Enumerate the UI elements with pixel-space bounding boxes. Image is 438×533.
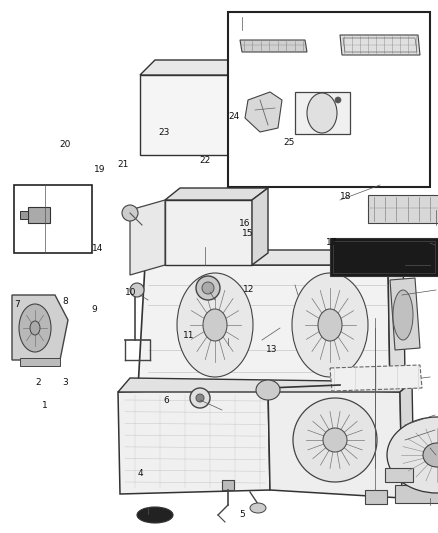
Bar bbox=[365, 490, 387, 504]
Bar bbox=[295, 92, 350, 134]
Bar bbox=[222, 480, 234, 490]
Polygon shape bbox=[165, 200, 252, 265]
Ellipse shape bbox=[318, 309, 342, 341]
Polygon shape bbox=[138, 265, 390, 388]
Bar bbox=[330, 238, 438, 276]
Text: 12: 12 bbox=[243, 285, 254, 294]
Bar bbox=[20, 358, 60, 366]
Text: 15: 15 bbox=[242, 229, 253, 238]
Text: 5: 5 bbox=[239, 510, 245, 519]
Ellipse shape bbox=[323, 428, 347, 452]
Text: 13: 13 bbox=[266, 345, 277, 353]
Ellipse shape bbox=[387, 417, 438, 493]
Polygon shape bbox=[330, 365, 422, 391]
Ellipse shape bbox=[196, 394, 204, 402]
Bar bbox=[395, 485, 438, 503]
Ellipse shape bbox=[292, 273, 368, 377]
Polygon shape bbox=[240, 40, 307, 52]
Ellipse shape bbox=[122, 205, 138, 221]
Text: 8: 8 bbox=[62, 297, 68, 305]
Text: 2: 2 bbox=[36, 378, 41, 387]
Polygon shape bbox=[388, 250, 405, 388]
Polygon shape bbox=[245, 60, 260, 155]
Polygon shape bbox=[252, 188, 268, 265]
Text: 16: 16 bbox=[239, 220, 250, 228]
Text: 23: 23 bbox=[159, 128, 170, 136]
Polygon shape bbox=[118, 378, 412, 392]
Ellipse shape bbox=[196, 276, 220, 300]
Bar bbox=[333, 241, 435, 273]
Ellipse shape bbox=[30, 321, 40, 335]
Text: 14: 14 bbox=[92, 245, 103, 253]
Text: 19: 19 bbox=[94, 165, 106, 174]
Bar bbox=[28, 207, 50, 223]
Text: 21: 21 bbox=[117, 160, 128, 168]
Text: 18: 18 bbox=[340, 192, 352, 200]
Bar bbox=[368, 195, 438, 223]
Ellipse shape bbox=[190, 388, 210, 408]
Ellipse shape bbox=[335, 97, 341, 103]
Ellipse shape bbox=[177, 273, 253, 377]
Ellipse shape bbox=[307, 93, 337, 133]
Bar bbox=[385, 468, 413, 482]
Text: 20: 20 bbox=[59, 141, 71, 149]
Polygon shape bbox=[390, 278, 420, 350]
Text: 1: 1 bbox=[42, 401, 48, 409]
Polygon shape bbox=[118, 388, 270, 494]
Polygon shape bbox=[140, 75, 245, 155]
Ellipse shape bbox=[293, 398, 377, 482]
Ellipse shape bbox=[203, 309, 227, 341]
Ellipse shape bbox=[250, 503, 266, 513]
Polygon shape bbox=[245, 92, 282, 132]
Polygon shape bbox=[165, 188, 268, 200]
Ellipse shape bbox=[130, 283, 144, 297]
Polygon shape bbox=[400, 382, 414, 498]
Text: 6: 6 bbox=[163, 397, 170, 405]
Text: 11: 11 bbox=[183, 332, 194, 340]
Text: 4: 4 bbox=[138, 469, 143, 478]
Bar bbox=[14, 185, 92, 253]
Polygon shape bbox=[130, 200, 165, 275]
Text: 10: 10 bbox=[125, 288, 136, 296]
Text: 3: 3 bbox=[62, 378, 68, 387]
Text: 22: 22 bbox=[199, 157, 211, 165]
Polygon shape bbox=[140, 60, 260, 75]
Ellipse shape bbox=[202, 282, 214, 294]
Ellipse shape bbox=[393, 290, 413, 340]
Polygon shape bbox=[12, 295, 68, 360]
Ellipse shape bbox=[19, 304, 51, 352]
Text: 7: 7 bbox=[14, 301, 21, 309]
Ellipse shape bbox=[423, 443, 438, 467]
Bar bbox=[228, 12, 430, 187]
Text: 17: 17 bbox=[326, 238, 338, 247]
Text: 9: 9 bbox=[91, 305, 97, 313]
Text: 25: 25 bbox=[283, 139, 295, 147]
Polygon shape bbox=[340, 35, 420, 55]
Bar bbox=[20, 211, 28, 219]
Polygon shape bbox=[268, 388, 402, 498]
Polygon shape bbox=[145, 250, 403, 265]
Ellipse shape bbox=[256, 380, 280, 400]
Text: 24: 24 bbox=[229, 112, 240, 120]
Ellipse shape bbox=[137, 507, 173, 523]
